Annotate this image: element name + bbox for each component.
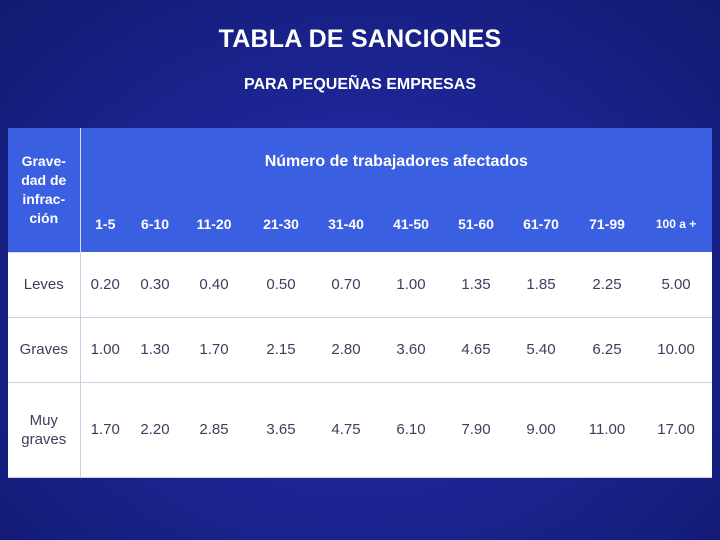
page-subtitle: PARA PEQUEÑAS EMPRESAS — [243, 76, 477, 93]
table-cell: 6.10 — [378, 382, 444, 478]
gravity-header-line: Grave- — [21, 152, 66, 169]
table-row: Leves 0.20 0.30 0.40 0.50 0.70 1.00 1.35… — [8, 252, 713, 318]
row-label: Muy graves — [8, 382, 80, 478]
table-row: Graves 1.00 1.30 1.70 2.15 2.80 3.60 4.6… — [8, 317, 713, 383]
gravity-header-line: dad de — [21, 171, 67, 188]
table-cell: 2.20 — [130, 382, 180, 478]
sanctions-table: Grave- dad de infrac- ción Número de tra… — [8, 128, 713, 478]
range-header: 6-10 — [130, 196, 180, 252]
table-cell: 6.25 — [574, 317, 640, 383]
table-cell: 4.65 — [444, 317, 508, 383]
table-cell: 0.20 — [79, 252, 130, 318]
table-cell: 1.70 — [79, 382, 130, 478]
ranges-row: 1-5 6-10 11-20 21-30 31-40 41-50 51-60 6… — [8, 196, 713, 252]
table-cell: 1.35 — [444, 252, 508, 318]
table-cell: 3.65 — [248, 382, 314, 478]
row-label-text: Graves — [19, 341, 68, 358]
range-header: 21-30 — [248, 196, 314, 252]
header-row: Grave- dad de infrac- ción Número de tra… — [8, 128, 713, 253]
range-header: 61-70 — [508, 196, 574, 252]
table-cell: 1.30 — [130, 317, 180, 383]
table-cell: 2.15 — [248, 317, 314, 383]
range-header: 1-5 — [80, 196, 130, 252]
table-cell: 2.25 — [574, 252, 640, 318]
table-row: Muy graves 1.70 2.20 2.85 3.65 4.75 6.10… — [8, 382, 713, 478]
workers-header: Número de trabajadores afectados — [80, 128, 713, 196]
range-header: 51-60 — [444, 196, 508, 252]
table-cell: 2.85 — [180, 382, 248, 478]
row-label-text: graves — [21, 430, 67, 448]
table-cell: 7.90 — [444, 382, 508, 478]
range-header: 31-40 — [314, 196, 378, 252]
row-label: Leves — [8, 252, 80, 318]
gravity-header-line: infrac- — [22, 190, 66, 207]
table-cell: 11.00 — [574, 382, 640, 478]
range-header: 11-20 — [180, 196, 248, 252]
row-label-text: Muy — [29, 411, 58, 429]
table-cell: 5.00 — [640, 252, 713, 318]
gravity-header: Grave- dad de infrac- ción — [8, 128, 81, 253]
table-cell: 5.40 — [508, 317, 574, 383]
table-cell: 1.70 — [180, 317, 248, 383]
range-header: 71-99 — [574, 196, 640, 252]
gravity-header-line: ción — [29, 209, 59, 226]
table-cell: 3.60 — [378, 317, 444, 383]
table-cell: 17.00 — [640, 382, 713, 478]
table-cell: 10.00 — [640, 317, 713, 383]
table-cell: 0.30 — [130, 252, 180, 318]
page-title: TABLA DE SANCIONES — [218, 25, 502, 53]
table-cell: 0.40 — [180, 252, 248, 318]
table-cell: 1.00 — [79, 317, 130, 383]
row-label: Graves — [8, 317, 80, 383]
table-cell: 9.00 — [508, 382, 574, 478]
range-header: 100 a + — [640, 196, 713, 252]
table-cell: 0.50 — [248, 252, 314, 318]
table-cell: 1.85 — [508, 252, 574, 318]
row-label-text: Leves — [23, 276, 64, 293]
table-cell: 0.70 — [314, 252, 378, 318]
table-cell: 2.80 — [314, 317, 378, 383]
table-cell: 4.75 — [314, 382, 378, 478]
table-cell: 1.00 — [378, 252, 444, 318]
range-header: 41-50 — [378, 196, 444, 252]
